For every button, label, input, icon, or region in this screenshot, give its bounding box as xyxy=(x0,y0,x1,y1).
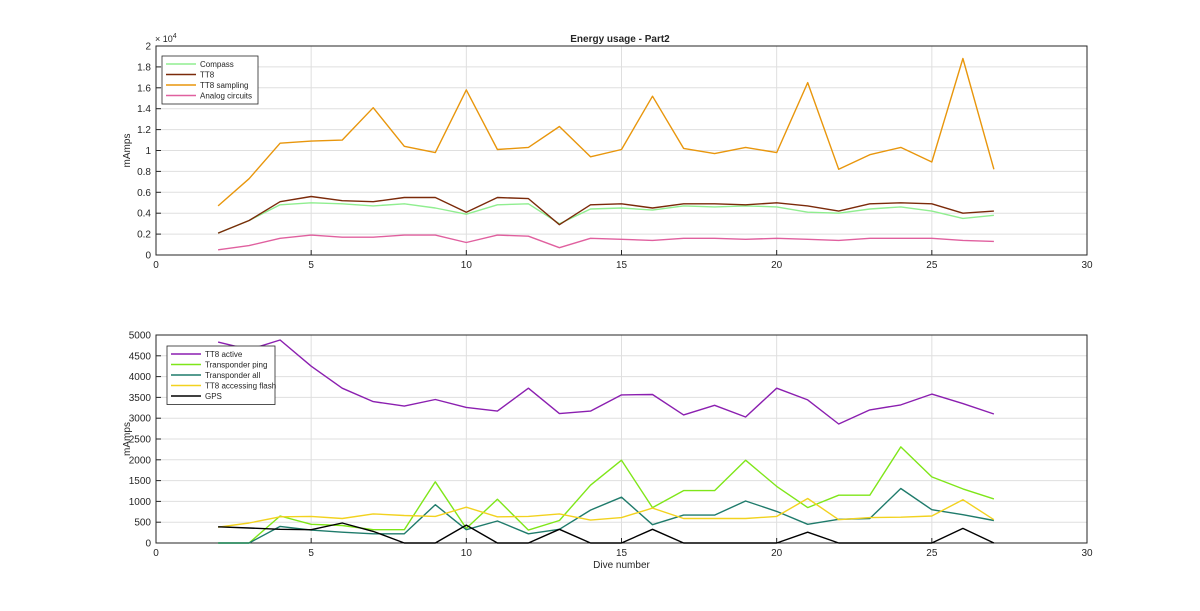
series-line-tt8-active xyxy=(217,339,995,425)
y-tick-label: 0.4 xyxy=(137,209,151,220)
y-tick-label: 4000 xyxy=(129,372,152,383)
legend-label: TT8 xyxy=(200,71,215,80)
legend-label: TT8 active xyxy=(205,350,243,359)
y-tick-label: 1 xyxy=(145,146,151,157)
y-tick-label: 1.2 xyxy=(137,125,151,136)
x-tick-label: 30 xyxy=(1081,260,1093,271)
y-axis-label: mAmps xyxy=(122,134,133,168)
legend-label: Transponder ping xyxy=(205,361,267,370)
y-tick-label: 1.6 xyxy=(137,83,151,94)
y-tick-label: 1.8 xyxy=(137,62,151,73)
x-tick-label: 5 xyxy=(308,548,314,559)
series-line-analog-circuits xyxy=(218,234,994,251)
y-tick-label: 0.2 xyxy=(137,230,151,241)
x-tick-label: 30 xyxy=(1081,548,1093,559)
x-tick-label: 20 xyxy=(771,260,783,271)
chart-top-energy-usage: Energy usage - Part2 × 104 0 5 10 15 20 25 300… xyxy=(122,33,1093,271)
y-tick-label: 0 xyxy=(145,539,151,550)
legend-label: Analog circuits xyxy=(200,92,252,101)
chart-title: Energy usage - Part2 xyxy=(570,34,670,45)
x-tick-label: 5 xyxy=(308,260,314,271)
x-tick-label: 0 xyxy=(153,548,159,559)
legend-label: Compass xyxy=(200,60,234,69)
y-tick-label: 5000 xyxy=(129,331,152,342)
series-line-tt8 xyxy=(217,195,994,234)
series-line-transponder-ping xyxy=(218,446,995,544)
legend-label: TT8 sampling xyxy=(200,81,248,90)
y-tick-label: 2 xyxy=(145,42,151,53)
y-tick-label: 0 xyxy=(145,251,151,262)
x-axis-label: Dive number xyxy=(593,560,650,571)
chart-bottom-energy-usage: 0 5 10 15 20 25 30 0 500 1000 1500 2000 2500 3000 3500… xyxy=(122,331,1093,572)
legend-label: Transponder all xyxy=(205,371,261,380)
x-tick-label: 0 xyxy=(153,260,159,271)
y-tick-label: 3500 xyxy=(129,393,152,404)
y-tick-label: 0.8 xyxy=(137,167,151,178)
y-tick-label: 2500 xyxy=(129,435,152,446)
series-line-tt8-accessing-flash xyxy=(218,497,995,528)
exponent-power: 4 xyxy=(173,33,177,40)
x-tick-label: 20 xyxy=(771,548,783,559)
x-tick-label: 25 xyxy=(926,260,938,271)
x-tick-label: 10 xyxy=(461,548,473,559)
x-tick-label: 15 xyxy=(616,548,628,559)
y-tick-label: 1000 xyxy=(129,497,152,508)
series-line-compass xyxy=(217,202,994,234)
series-line-transponder-all xyxy=(218,487,995,544)
exponent-label: × 104 xyxy=(155,33,177,44)
series-line-gps xyxy=(218,522,995,544)
y-tick-label: 3000 xyxy=(129,414,152,425)
y-axis-label: mAmps xyxy=(122,422,133,456)
x-tick-label: 10 xyxy=(461,260,473,271)
x-tick-label: 15 xyxy=(616,260,628,271)
y-tick-label: 500 xyxy=(134,518,151,529)
exponent-base: × 10 xyxy=(155,34,173,44)
legend-label: TT8 accessing flash xyxy=(205,382,276,391)
legend-label: GPS xyxy=(205,392,222,401)
y-tick-label: 1500 xyxy=(129,476,152,487)
y-tick-label: 1.4 xyxy=(137,104,151,115)
y-tick-label: 2000 xyxy=(129,455,152,466)
x-tick-label: 25 xyxy=(926,548,938,559)
series-line-tt8-sampling xyxy=(217,57,995,207)
y-tick-label: 0.6 xyxy=(137,188,151,199)
y-tick-label: 4500 xyxy=(129,351,152,362)
